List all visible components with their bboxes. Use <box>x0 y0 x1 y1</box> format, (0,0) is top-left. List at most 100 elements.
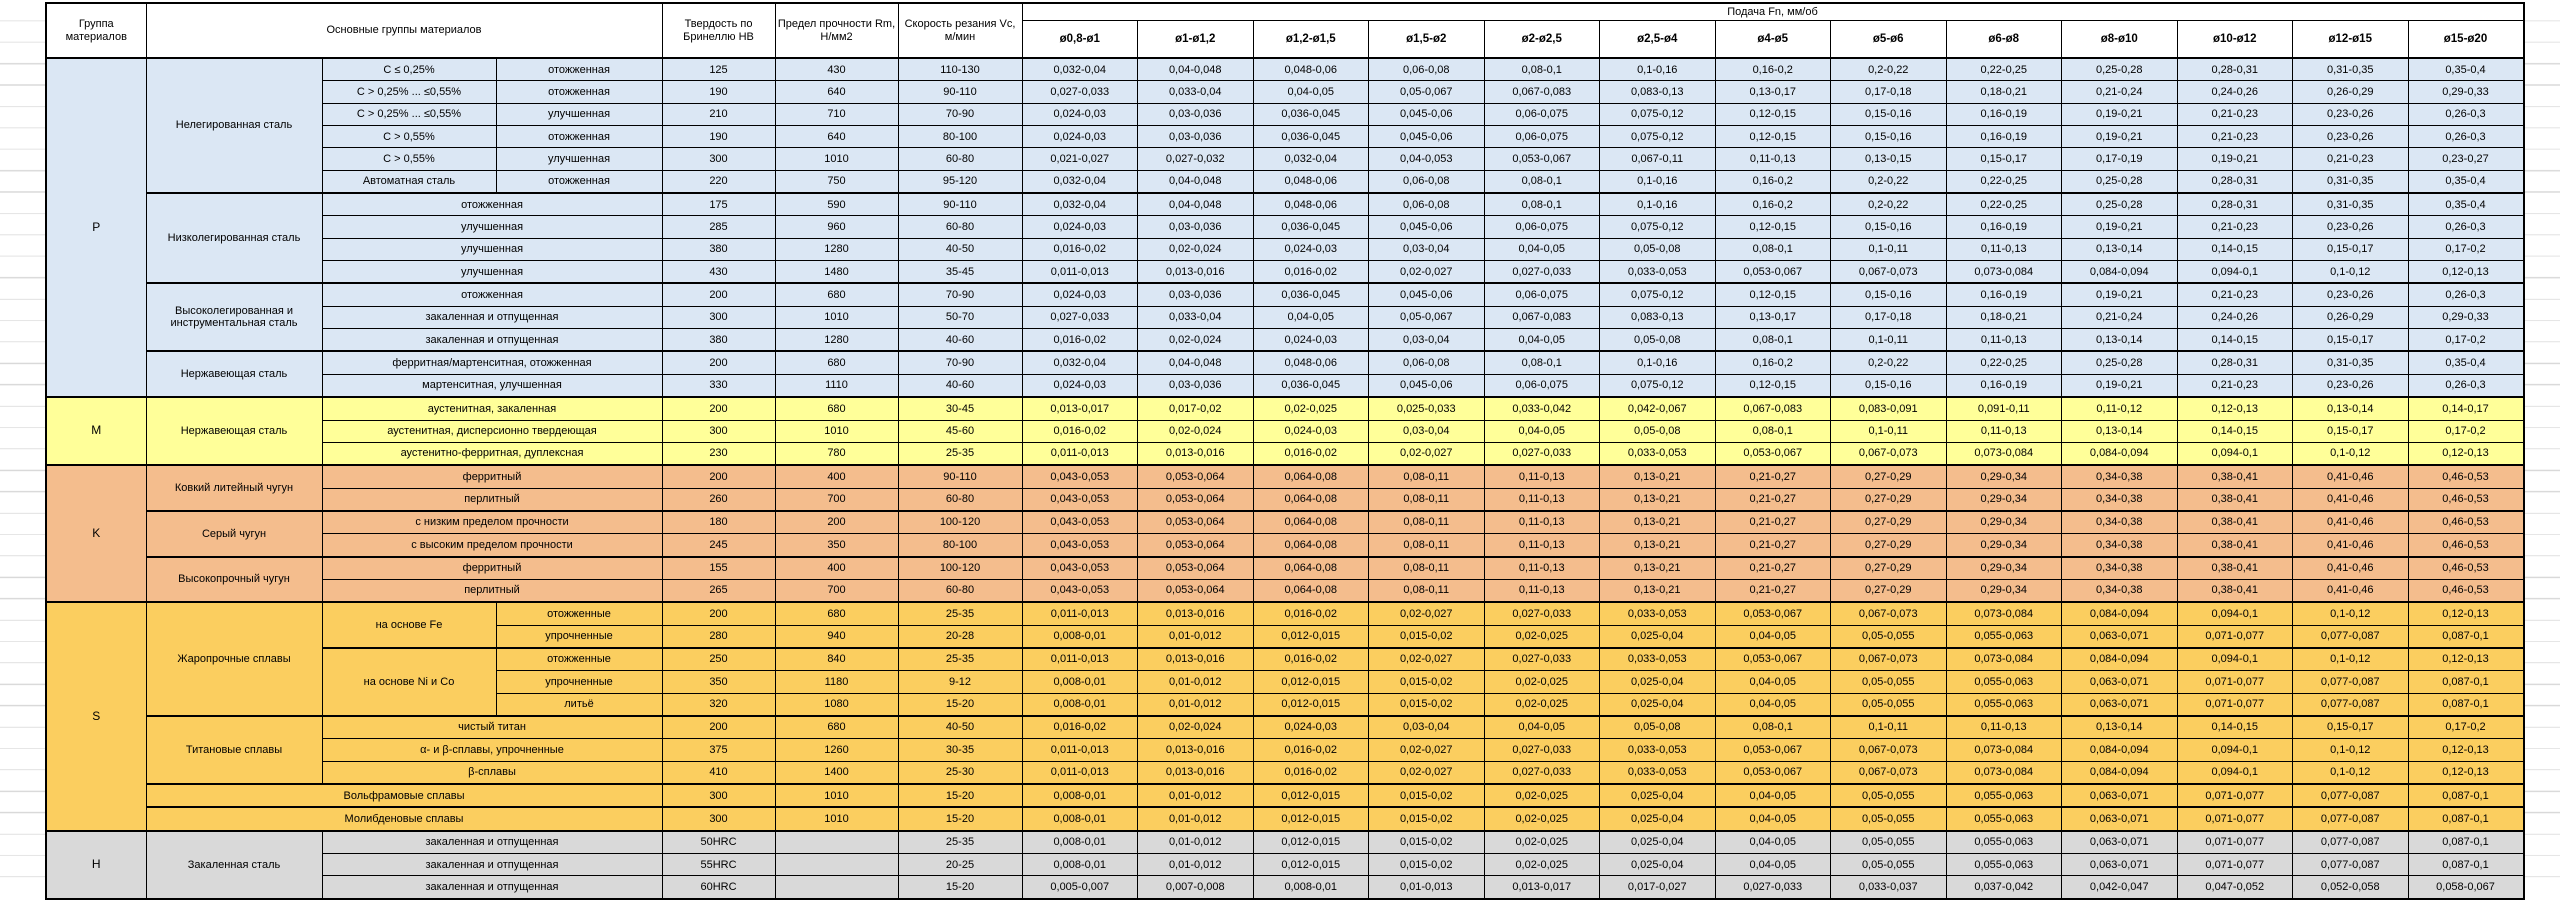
material-cell[interactable]: перлитный <box>321 487 663 512</box>
feed-cell[interactable]: 0,011-0,013 <box>1021 646 1138 672</box>
feed-cell[interactable]: 0,067-0,073 <box>1830 441 1947 466</box>
col-header-diameter[interactable]: ø2-ø2,5 <box>1483 20 1600 59</box>
feed-cell[interactable]: 0,18-0,21 <box>1945 305 2062 330</box>
feed-cell[interactable]: 0,2-0,22 <box>1830 350 1947 375</box>
feed-cell[interactable]: 0,19-0,21 <box>2061 125 2178 149</box>
feed-cell[interactable]: 0,073-0,084 <box>1945 601 2062 626</box>
feed-cell[interactable]: 0,24-0,26 <box>2176 80 2293 104</box>
speed-cell[interactable]: 60-80 <box>897 147 1023 171</box>
strength-cell[interactable] <box>774 875 899 900</box>
material-cell[interactable]: Нелегированная сталь <box>145 56 323 194</box>
feed-cell[interactable]: 0,016-0,02 <box>1252 260 1369 284</box>
feed-cell[interactable]: 0,15-0,17 <box>2292 419 2409 443</box>
feed-cell[interactable]: 0,043-0,053 <box>1021 555 1138 580</box>
feed-cell[interactable]: 0,15-0,16 <box>1830 125 1947 149</box>
col-header-diameter[interactable]: ø8-ø10 <box>2061 20 2178 59</box>
feed-cell[interactable]: 0,087-0,1 <box>2407 806 2524 832</box>
feed-cell[interactable]: 0,06-0,08 <box>1368 192 1485 217</box>
feed-cell[interactable]: 0,008-0,01 <box>1021 624 1138 649</box>
feed-cell[interactable]: 0,05-0,08 <box>1599 328 1716 352</box>
feed-cell[interactable]: 0,31-0,35 <box>2292 57 2409 82</box>
hardness-cell[interactable]: 300 <box>661 806 776 832</box>
hardness-cell[interactable]: 200 <box>661 714 776 740</box>
feed-cell[interactable]: 0,1-0,12 <box>2292 260 2409 284</box>
material-cell[interactable]: C ≤ 0,25% <box>321 57 497 82</box>
feed-cell[interactable]: 0,008-0,01 <box>1021 806 1138 832</box>
feed-cell[interactable]: 0,024-0,03 <box>1021 125 1138 149</box>
feed-cell[interactable]: 0,04-0,05 <box>1714 853 1831 877</box>
feed-cell[interactable]: 0,016-0,02 <box>1252 646 1369 672</box>
feed-cell[interactable]: 0,013-0,016 <box>1137 760 1254 785</box>
feed-cell[interactable]: 0,08-0,1 <box>1714 714 1831 740</box>
feed-cell[interactable]: 0,016-0,02 <box>1021 237 1138 262</box>
feed-cell[interactable]: 0,027-0,032 <box>1137 147 1254 171</box>
feed-cell[interactable]: 0,2-0,22 <box>1830 57 1947 82</box>
feed-cell[interactable]: 0,13-0,21 <box>1599 578 1716 603</box>
feed-cell[interactable]: 0,048-0,06 <box>1252 57 1369 82</box>
feed-cell[interactable]: 0,005-0,007 <box>1021 875 1138 900</box>
feed-cell[interactable]: 0,012-0,015 <box>1252 829 1369 855</box>
feed-cell[interactable]: 0,094-0,1 <box>2176 441 2293 466</box>
strength-cell[interactable]: 350 <box>774 533 899 558</box>
material-cell[interactable]: закаленная и отпущенная <box>321 875 663 900</box>
feed-cell[interactable]: 0,087-0,1 <box>2407 853 2524 877</box>
feed-cell[interactable]: 0,34-0,38 <box>2061 509 2178 535</box>
feed-cell[interactable]: 0,033-0,053 <box>1599 441 1716 466</box>
feed-cell[interactable]: 0,048-0,06 <box>1252 192 1369 217</box>
feed-cell[interactable]: 0,071-0,077 <box>2176 806 2293 832</box>
feed-cell[interactable]: 0,29-0,34 <box>1945 464 2062 489</box>
feed-cell[interactable]: 0,008-0,01 <box>1021 829 1138 855</box>
col-header-diameter[interactable]: ø6-ø8 <box>1945 20 2062 59</box>
feed-cell[interactable]: 0,075-0,12 <box>1599 125 1716 149</box>
material-cell[interactable]: на основе Ni и Co <box>321 646 497 717</box>
feed-cell[interactable]: 0,02-0,027 <box>1368 646 1485 672</box>
feed-cell[interactable]: 0,08-0,1 <box>1714 419 1831 443</box>
feed-cell[interactable]: 0,23-0,26 <box>2292 125 2409 149</box>
speed-cell[interactable]: 95-120 <box>897 169 1023 194</box>
strength-cell[interactable]: 700 <box>774 487 899 512</box>
feed-cell[interactable]: 0,055-0,063 <box>1945 782 2062 808</box>
feed-cell[interactable]: 0,037-0,042 <box>1945 875 2062 900</box>
speed-cell[interactable]: 40-60 <box>897 373 1023 398</box>
feed-cell[interactable]: 0,025-0,04 <box>1599 853 1716 877</box>
feed-cell[interactable]: 0,055-0,063 <box>1945 670 2062 694</box>
hardness-cell[interactable]: 230 <box>661 441 776 466</box>
feed-cell[interactable]: 0,063-0,071 <box>2061 670 2178 694</box>
feed-cell[interactable]: 0,087-0,1 <box>2407 670 2524 694</box>
feed-cell[interactable]: 0,11-0,13 <box>1483 487 1600 512</box>
feed-cell[interactable]: 0,21-0,23 <box>2292 147 2409 171</box>
strength-cell[interactable]: 590 <box>774 192 899 217</box>
feed-cell[interactable]: 0,14-0,15 <box>2176 714 2293 740</box>
col-header-materials[interactable]: Основные группы материалов <box>145 2 663 59</box>
feed-cell[interactable]: 0,11-0,13 <box>1945 328 2062 352</box>
feed-cell[interactable]: 0,087-0,1 <box>2407 692 2524 717</box>
feed-cell[interactable]: 0,053-0,067 <box>1714 646 1831 672</box>
feed-cell[interactable]: 0,13-0,14 <box>2061 328 2178 352</box>
feed-cell[interactable]: 0,02-0,025 <box>1483 806 1600 832</box>
feed-cell[interactable]: 0,08-0,11 <box>1368 509 1485 535</box>
hardness-cell[interactable]: 200 <box>661 282 776 307</box>
feed-cell[interactable]: 0,28-0,31 <box>2176 57 2293 82</box>
feed-cell[interactable]: 0,012-0,015 <box>1252 806 1369 832</box>
feed-cell[interactable]: 0,063-0,071 <box>2061 624 2178 649</box>
feed-cell[interactable]: 0,067-0,083 <box>1483 305 1600 330</box>
col-header-strength[interactable]: Предел прочности Rm, Н/мм2 <box>774 2 899 59</box>
feed-cell[interactable]: 0,071-0,077 <box>2176 829 2293 855</box>
feed-cell[interactable]: 0,15-0,16 <box>1830 215 1947 239</box>
feed-cell[interactable]: 0,02-0,027 <box>1368 760 1485 785</box>
speed-cell[interactable]: 15-20 <box>897 692 1023 717</box>
material-cell[interactable]: α- и β-сплавы, упрочненные <box>321 738 663 762</box>
material-cell[interactable]: отожженная <box>495 125 663 149</box>
speed-cell[interactable]: 100-120 <box>897 555 1023 580</box>
material-cell[interactable]: отожженная <box>495 169 663 194</box>
feed-cell[interactable]: 0,25-0,28 <box>2061 192 2178 217</box>
feed-cell[interactable]: 0,04-0,05 <box>1714 670 1831 694</box>
feed-cell[interactable]: 0,46-0,53 <box>2407 533 2524 558</box>
speed-cell[interactable]: 60-80 <box>897 215 1023 239</box>
col-header-diameter[interactable]: ø10-ø12 <box>2176 20 2293 59</box>
feed-cell[interactable]: 0,14-0,17 <box>2407 396 2524 421</box>
feed-cell[interactable]: 0,08-0,1 <box>1483 169 1600 194</box>
feed-cell[interactable]: 0,03-0,036 <box>1137 102 1254 127</box>
feed-cell[interactable]: 0,071-0,077 <box>2176 624 2293 649</box>
feed-cell[interactable]: 0,064-0,08 <box>1252 464 1369 489</box>
